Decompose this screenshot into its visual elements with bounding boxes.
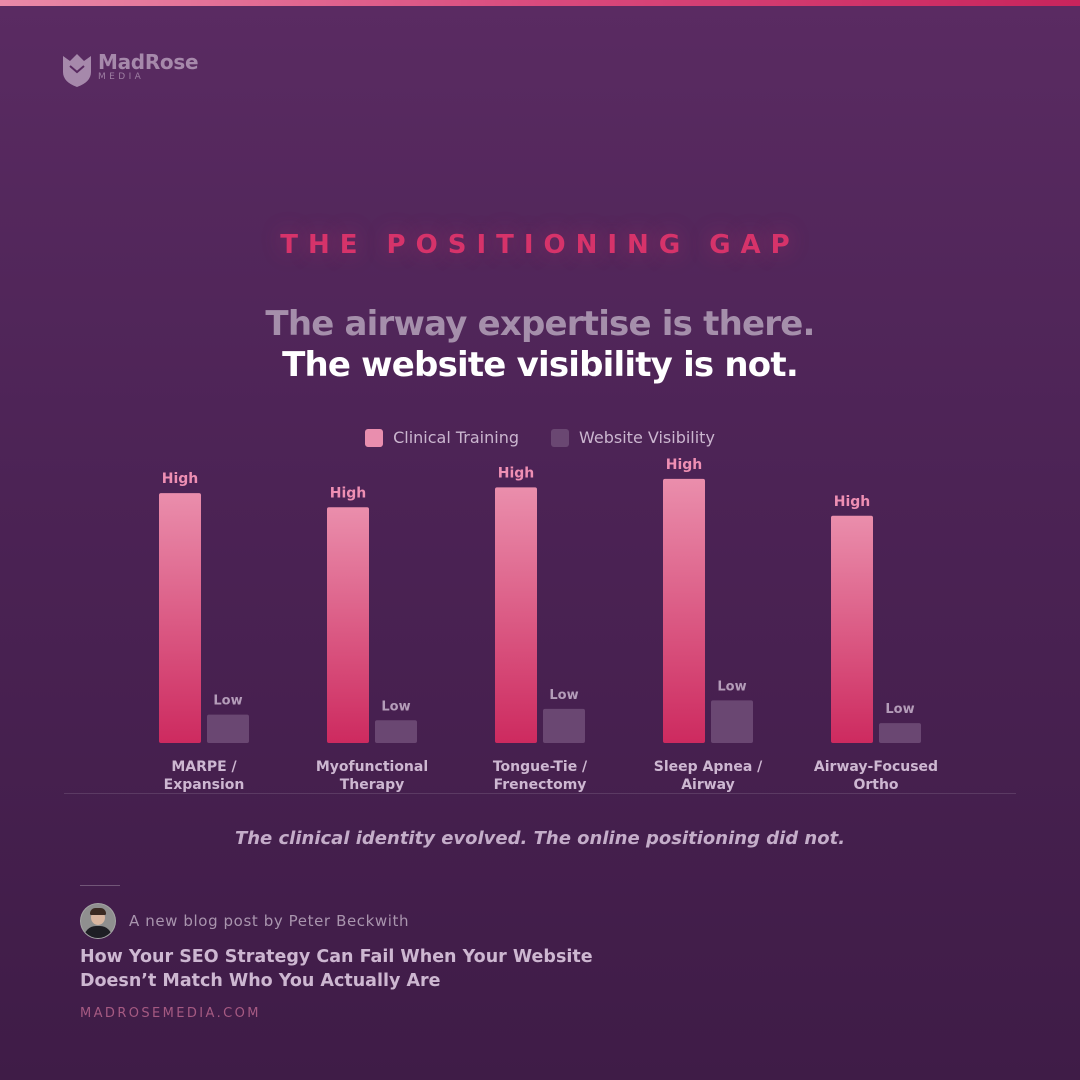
bar-website-visibility (207, 714, 249, 743)
data-label-low: Low (381, 699, 410, 714)
data-label-low: Low (213, 694, 242, 709)
data-label-low: Low (549, 688, 578, 703)
shield-icon (63, 54, 91, 87)
bar-chart: High Low MARPE / Expansion High Low Myofunctio… (159, 457, 938, 793)
headline-bold: The website visibility is not. (282, 345, 799, 385)
author-line: A new blog post by Peter Beckwith (129, 912, 410, 930)
headline-muted: The airway expertise is there. (265, 304, 815, 344)
data-label-high: High (330, 485, 367, 501)
category-label: Myofunctional Therapy (316, 759, 428, 793)
legend-item-clinical-training: Clinical Training (365, 428, 519, 447)
author-row: A new blog post by Peter Beckwith (80, 903, 409, 939)
bar-clinical-training (159, 493, 201, 743)
data-label-high: High (162, 471, 199, 487)
bar-website-visibility (375, 720, 417, 743)
chart-caption: The clinical identity evolved. The onlin… (234, 828, 846, 849)
bar-clinical-training (663, 478, 705, 743)
top-accent-bar (0, 0, 1080, 6)
brand-logo: MadRose MEDIA (62, 50, 199, 88)
data-label-high: High (498, 465, 535, 481)
legend-label-clinical: Clinical Training (393, 428, 519, 447)
data-label-high: High (666, 457, 703, 473)
data-label-high: High (834, 494, 871, 510)
category-label: Sleep Apnea / Airway (654, 759, 763, 793)
chart-baseline (64, 793, 1016, 794)
bar-clinical-training (831, 515, 873, 743)
category-label: MARPE / Expansion (164, 759, 245, 793)
legend-swatch-clinical (365, 428, 384, 447)
brand-name: MadRose (98, 50, 199, 74)
bar-website-visibility (543, 708, 585, 743)
legend-swatch-website (551, 428, 569, 447)
eyebrow-title: THE POSITIONING GAP (280, 230, 800, 260)
bar-clinical-training (495, 487, 537, 743)
footer-divider (80, 885, 120, 886)
legend-label-website: Website Visibility (579, 428, 715, 447)
legend-item-website-visibility: Website Visibility (551, 428, 715, 447)
category-label: Airway-Focused Ortho (814, 759, 938, 793)
person-avatar (80, 903, 116, 939)
category-label: Tongue-Tie / Frenectomy (493, 759, 588, 793)
site-url[interactable]: MADROSEMEDIA.COM (80, 1006, 261, 1021)
data-label-low: Low (885, 702, 914, 717)
data-label-low: Low (717, 679, 746, 694)
bar-website-visibility (711, 700, 753, 743)
blog-post-title[interactable]: How Your SEO Strategy Can Fail When Your… (80, 947, 593, 991)
bar-clinical-training (327, 507, 369, 743)
chart-legend: Clinical Training Website Visibility (0, 428, 1080, 447)
brand-sub: MEDIA (98, 72, 145, 82)
bar-website-visibility (879, 723, 921, 743)
